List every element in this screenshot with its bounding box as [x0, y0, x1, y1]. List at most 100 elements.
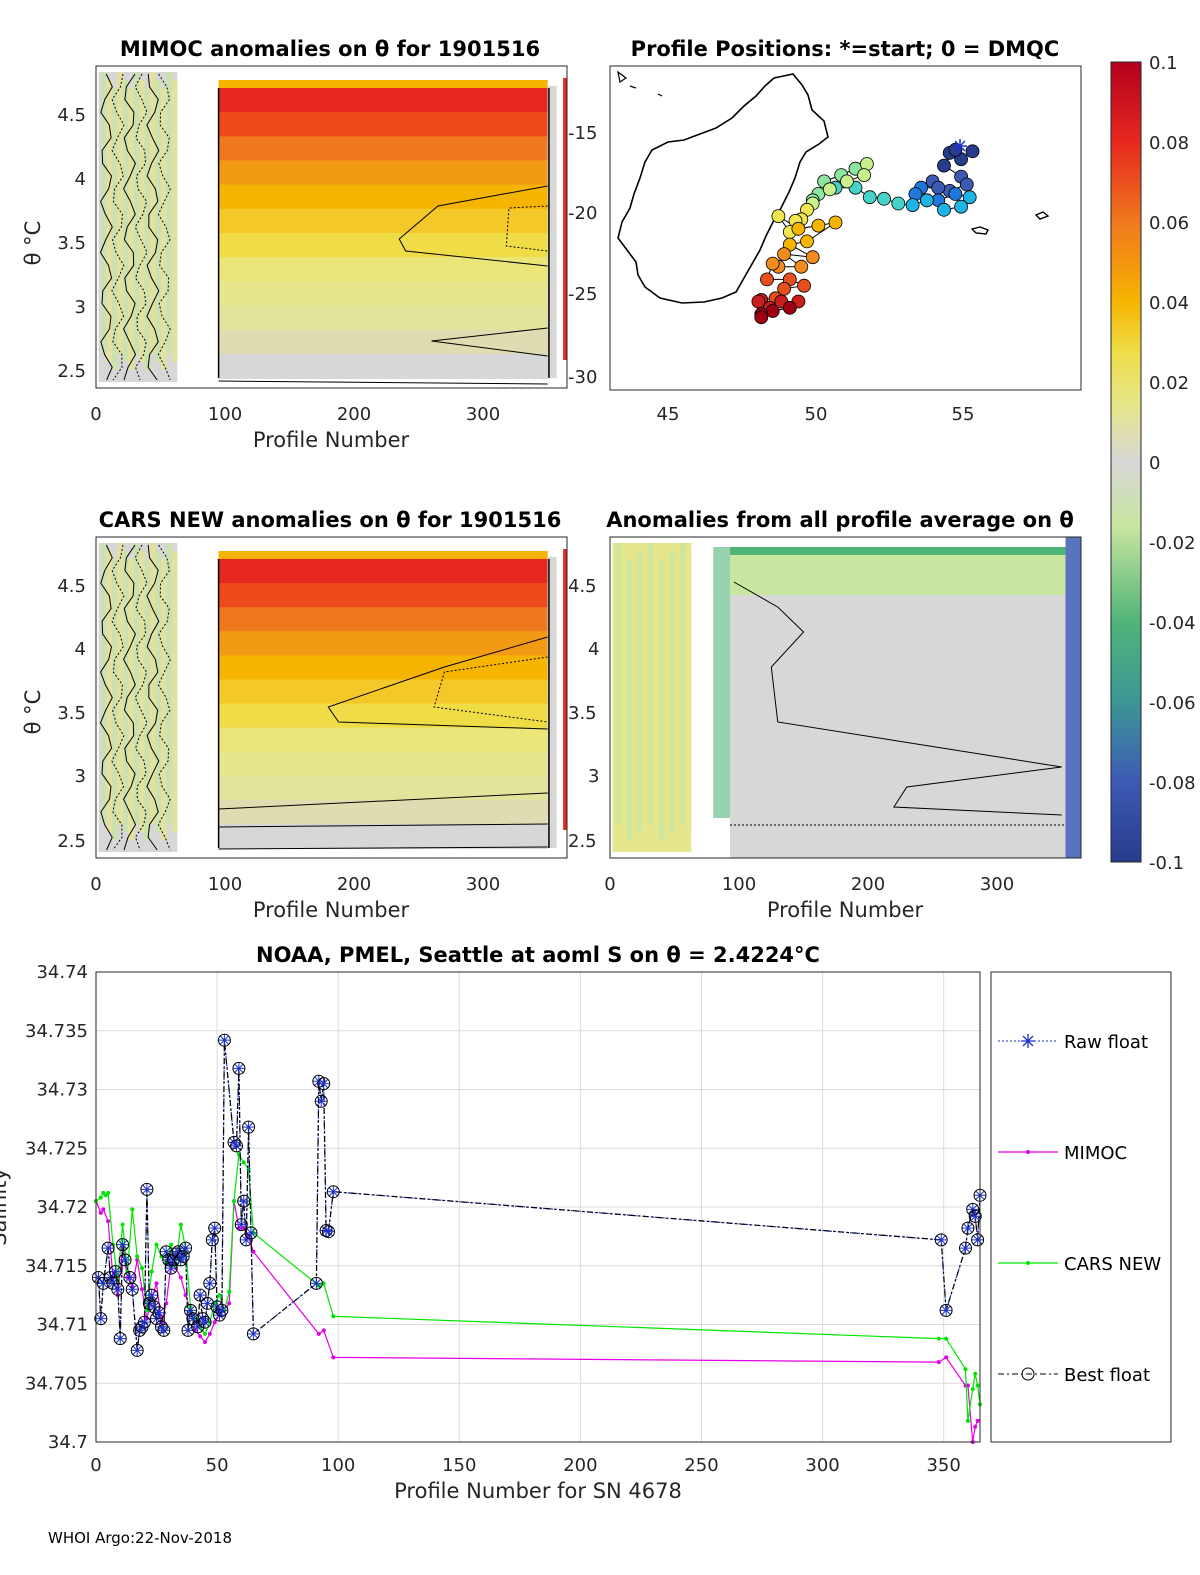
- raw-float-point: [317, 1077, 330, 1090]
- salinity-ytick: 34.715: [25, 1256, 88, 1277]
- heat-left-stripe: [166, 72, 173, 354]
- average-ytick: 4: [588, 639, 599, 660]
- mimoc-point: [316, 1331, 321, 1336]
- raw-float-point: [245, 1226, 258, 1239]
- cars-new-point: [331, 1314, 336, 1319]
- best-float-point: [971, 1233, 985, 1247]
- mimoc-xlabel: Profile Number: [253, 428, 410, 452]
- heat-top-band: [218, 551, 548, 559]
- heat-left-stripe: [122, 551, 129, 832]
- raw-float-point: [174, 1253, 187, 1266]
- raw-float-point: [97, 1277, 110, 1290]
- average-ytick: 2.5: [568, 831, 597, 852]
- float-position-markers: [751, 142, 980, 325]
- heat-left-stripe: [144, 88, 151, 370]
- heat-left-stripe: [626, 559, 633, 840]
- raw-float-point: [126, 1283, 139, 1296]
- best-float-point: [314, 1094, 328, 1108]
- heat-band: [218, 751, 548, 777]
- average-xlabel: Profile Number: [767, 898, 924, 922]
- raw-float-point: [160, 1245, 173, 1258]
- raw-float-point: [315, 1095, 328, 1108]
- raw-float-point: [237, 1195, 250, 1208]
- heat-left-stripe: [653, 551, 660, 832]
- cars-new-point: [936, 1336, 941, 1341]
- heat-band: [218, 233, 548, 259]
- heat-left-contour-wiggle: [111, 73, 125, 381]
- raw-float-point: [232, 1062, 245, 1075]
- map-ytick: -15: [568, 123, 597, 144]
- heat-contour: [398, 185, 548, 267]
- mimoc-point: [101, 1207, 106, 1212]
- raw-float-point: [969, 1210, 982, 1223]
- raw-float-point: [184, 1304, 197, 1317]
- colorbar-tick: -0.08: [1149, 773, 1196, 794]
- best-float-point: [125, 1282, 139, 1296]
- cars-xtick: 200: [337, 874, 371, 895]
- cars-axes: [95, 536, 568, 859]
- best-float-point: [934, 1233, 948, 1247]
- heat-left-stripe: [642, 559, 649, 840]
- heat-band: [218, 88, 548, 114]
- map-xtick: 50: [805, 404, 828, 425]
- mimoc-point: [154, 1281, 159, 1286]
- heat-left-stripe: [658, 559, 665, 840]
- heat-left-stripe: [117, 543, 124, 824]
- heat-left-stripe: [171, 551, 178, 832]
- mimoc-point: [203, 1340, 207, 1345]
- best-float-point: [191, 1320, 205, 1334]
- mimoc-point: [164, 1301, 169, 1306]
- cars-new-point: [135, 1254, 140, 1259]
- cars-new-point: [232, 1199, 236, 1204]
- heat-left-stripe: [133, 543, 140, 824]
- salinity-legend: Raw float MIMOC CARS NEW Best float: [990, 971, 1172, 1443]
- position-marker: [948, 187, 963, 201]
- colorbar-tick: -0.04: [1149, 613, 1196, 634]
- salinity-ytick: 34.7: [48, 1432, 88, 1453]
- heat-band: [218, 727, 548, 753]
- heat-left-stripe: [139, 551, 146, 832]
- best-float-point: [322, 1225, 335, 1239]
- heat-left-contour-wiggle: [123, 73, 137, 381]
- salinity-ytick: 34.73: [36, 1080, 88, 1101]
- cars-new-point: [149, 1269, 154, 1274]
- map-xtick: 45: [657, 404, 680, 425]
- colorbar: 0.1 0.08 0.06 0.04 0.02 0 -0.02 -0.04 -0…: [1110, 53, 1196, 874]
- cars-new-point: [169, 1242, 174, 1247]
- heat-left-stripe: [149, 72, 156, 354]
- best-float-point: [116, 1238, 130, 1252]
- cars-ytick: 4.5: [57, 576, 86, 597]
- cars-ytick: 3.5: [57, 703, 86, 724]
- heat-left-stripe: [101, 72, 108, 354]
- heat-dotted-contour: [433, 656, 548, 723]
- average-xtick: 100: [722, 874, 756, 895]
- raw-float-point: [310, 1277, 323, 1290]
- madagascar-coastline: [617, 70, 1050, 304]
- island-outline: [629, 85, 637, 89]
- position-marker: [754, 310, 769, 325]
- position-marker: [931, 180, 946, 195]
- best-float-point: [246, 1327, 260, 1341]
- raw-float-point: [138, 1316, 151, 1329]
- heat-left-contour-wiggle: [157, 544, 171, 851]
- heat-band: [218, 583, 548, 609]
- best-float-point: [140, 1182, 154, 1196]
- island-outline: [657, 93, 663, 97]
- salinity-title: NOAA, PMEL, Seattle at aoml S on θ = 2.4…: [256, 943, 820, 967]
- best-float-point: [113, 1332, 127, 1346]
- heat-avg-green-band: [730, 555, 1066, 595]
- best-float-point: [94, 1312, 108, 1326]
- mimoc-point: [251, 1249, 256, 1254]
- map-axes: [609, 65, 1082, 391]
- best-float-point: [239, 1233, 253, 1247]
- cars-xtick: 0: [90, 874, 101, 895]
- position-marker: [962, 190, 977, 205]
- raw-float-point: [109, 1265, 122, 1278]
- raw-float-point: [940, 1304, 953, 1317]
- mimoc-point: [936, 1360, 941, 1365]
- heat-band: [218, 775, 548, 801]
- best-float-point: [215, 1303, 229, 1317]
- position-marker: [794, 259, 809, 274]
- best-float-point: [152, 1306, 166, 1320]
- heat-left-contour-wiggle: [123, 544, 137, 851]
